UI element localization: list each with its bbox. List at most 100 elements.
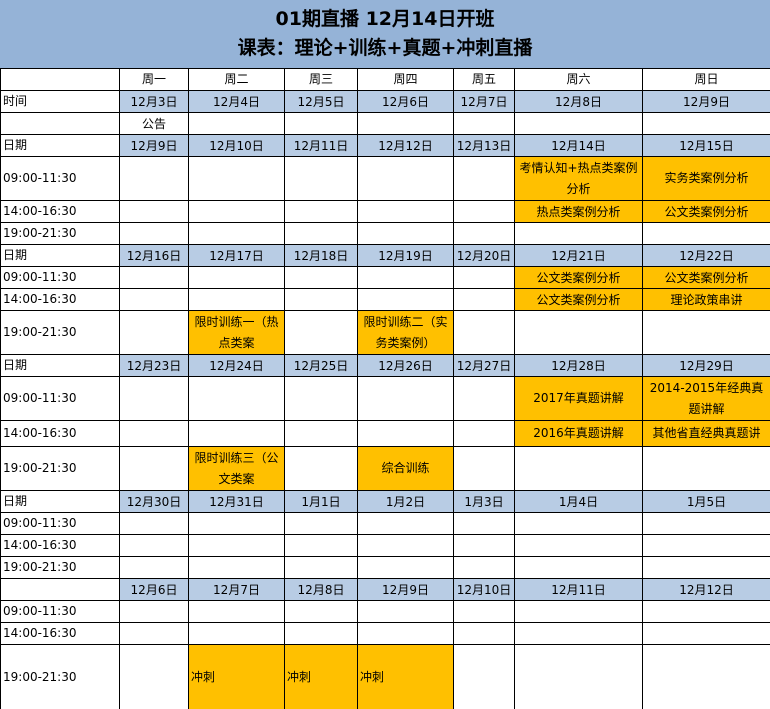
schedule-cell[interactable]	[284, 200, 358, 223]
course-cell[interactable]: 公文类案例分析	[642, 200, 770, 223]
date-cell[interactable]: 12月12日	[357, 134, 454, 157]
date-cell[interactable]: 12月18日	[284, 244, 358, 267]
schedule-cell[interactable]	[642, 222, 770, 245]
course-cell[interactable]: 限时训练二（实务类案例）	[357, 310, 454, 355]
schedule-cell[interactable]	[284, 288, 358, 311]
weekday-header[interactable]: 周一	[119, 68, 189, 91]
schedule-cell[interactable]	[514, 512, 643, 535]
schedule-cell[interactable]	[453, 288, 515, 311]
weekday-header[interactable]: 周三	[284, 68, 358, 91]
row-label[interactable]: 09:00-11:30	[0, 512, 120, 535]
schedule-cell[interactable]	[188, 556, 285, 579]
schedule-cell[interactable]	[119, 200, 189, 223]
schedule-cell[interactable]	[284, 556, 358, 579]
schedule-cell[interactable]	[357, 156, 454, 201]
schedule-cell[interactable]	[453, 200, 515, 223]
schedule-cell[interactable]	[453, 556, 515, 579]
schedule-cell[interactable]	[642, 534, 770, 557]
schedule-cell[interactable]	[642, 512, 770, 535]
schedule-cell[interactable]	[453, 512, 515, 535]
course-cell[interactable]: 冲刺	[357, 644, 454, 709]
schedule-cell[interactable]	[453, 420, 515, 447]
course-cell[interactable]: 2014-2015年经典真题讲解	[642, 376, 770, 421]
date-cell[interactable]: 12月22日	[642, 244, 770, 267]
date-cell[interactable]: 12月30日	[119, 490, 189, 513]
date-cell[interactable]: 1月3日	[453, 490, 515, 513]
schedule-cell[interactable]	[357, 112, 454, 135]
date-cell[interactable]: 12月27日	[453, 354, 515, 377]
course-cell[interactable]: 考情认知+热点类案例分析	[514, 156, 643, 201]
row-label[interactable]	[0, 578, 120, 601]
date-cell[interactable]: 12月8日	[284, 578, 358, 601]
schedule-cell[interactable]	[642, 556, 770, 579]
course-cell[interactable]: 冲刺	[284, 644, 358, 709]
schedule-cell[interactable]	[119, 600, 189, 623]
schedule-cell[interactable]	[357, 376, 454, 421]
schedule-cell[interactable]	[514, 222, 643, 245]
schedule-cell[interactable]	[188, 512, 285, 535]
date-cell[interactable]: 12月6日	[119, 578, 189, 601]
date-cell[interactable]: 12月17日	[188, 244, 285, 267]
row-label[interactable]: 日期	[0, 244, 120, 267]
row-label[interactable]: 19:00-21:30	[0, 644, 120, 709]
schedule-cell[interactable]	[514, 622, 643, 645]
schedule-cell[interactable]	[119, 644, 189, 709]
date-cell[interactable]: 12月6日	[357, 90, 454, 113]
date-cell[interactable]: 12月23日	[119, 354, 189, 377]
schedule-cell[interactable]	[642, 310, 770, 355]
schedule-cell[interactable]	[119, 266, 189, 289]
schedule-cell[interactable]	[188, 266, 285, 289]
schedule-cell[interactable]	[284, 310, 358, 355]
weekday-header[interactable]: 周五	[453, 68, 515, 91]
date-cell[interactable]: 12月8日	[514, 90, 643, 113]
row-label[interactable]	[0, 112, 120, 135]
schedule-cell[interactable]	[284, 600, 358, 623]
date-cell[interactable]: 1月4日	[514, 490, 643, 513]
schedule-cell[interactable]	[188, 288, 285, 311]
date-cell[interactable]: 12月11日	[284, 134, 358, 157]
schedule-cell[interactable]	[514, 556, 643, 579]
row-label[interactable]: 日期	[0, 134, 120, 157]
schedule-cell[interactable]	[188, 156, 285, 201]
row-label[interactable]: 14:00-16:30	[0, 288, 120, 311]
date-cell[interactable]: 12月4日	[188, 90, 285, 113]
schedule-cell[interactable]	[188, 420, 285, 447]
date-cell[interactable]: 12月19日	[357, 244, 454, 267]
schedule-cell[interactable]	[188, 112, 285, 135]
row-label[interactable]: 09:00-11:30	[0, 266, 120, 289]
schedule-cell[interactable]	[119, 376, 189, 421]
schedule-cell[interactable]	[514, 644, 643, 709]
row-label[interactable]: 09:00-11:30	[0, 156, 120, 201]
course-cell[interactable]: 热点类案例分析	[514, 200, 643, 223]
schedule-cell[interactable]	[284, 420, 358, 447]
row-label[interactable]: 14:00-16:30	[0, 420, 120, 447]
date-cell[interactable]: 12月3日	[119, 90, 189, 113]
schedule-cell[interactable]	[453, 376, 515, 421]
schedule-cell[interactable]	[119, 156, 189, 201]
schedule-cell[interactable]	[284, 446, 358, 491]
schedule-cell[interactable]	[642, 644, 770, 709]
corner-cell[interactable]	[0, 68, 120, 91]
schedule-cell[interactable]	[453, 156, 515, 201]
schedule-cell[interactable]	[119, 446, 189, 491]
course-cell[interactable]: 冲刺	[188, 644, 285, 709]
row-label[interactable]: 14:00-16:30	[0, 622, 120, 645]
schedule-cell[interactable]	[119, 420, 189, 447]
schedule-cell[interactable]	[119, 288, 189, 311]
course-cell[interactable]: 其他省直经典真题讲	[642, 420, 770, 447]
schedule-cell[interactable]	[357, 600, 454, 623]
schedule-cell[interactable]	[284, 266, 358, 289]
schedule-cell[interactable]	[357, 534, 454, 557]
date-cell[interactable]: 12月20日	[453, 244, 515, 267]
schedule-cell[interactable]	[188, 200, 285, 223]
schedule-cell[interactable]	[453, 112, 515, 135]
schedule-cell[interactable]	[453, 310, 515, 355]
schedule-cell[interactable]	[642, 112, 770, 135]
schedule-cell[interactable]	[357, 266, 454, 289]
date-cell[interactable]: 1月2日	[357, 490, 454, 513]
schedule-cell[interactable]	[284, 222, 358, 245]
weekday-header[interactable]: 周日	[642, 68, 770, 91]
schedule-cell[interactable]	[514, 534, 643, 557]
row-label[interactable]: 19:00-21:30	[0, 446, 120, 491]
schedule-cell[interactable]	[357, 200, 454, 223]
